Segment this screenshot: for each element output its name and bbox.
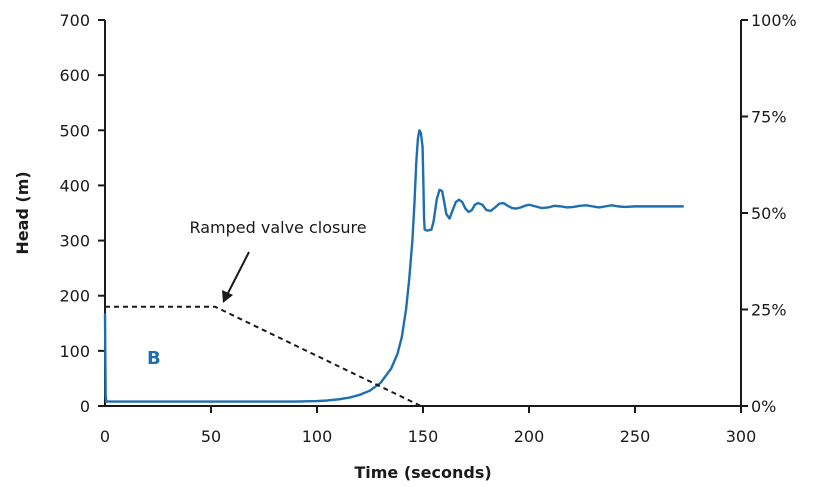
y2-tick-label: 100% <box>751 11 797 30</box>
axes: 0 100 200 300 400 500 600 700 0 50 100 150 200 250 300… <box>59 11 796 446</box>
y2-tick-label: 50% <box>751 204 787 223</box>
head-line <box>103 129 684 403</box>
y-axis-title: Head (m) <box>13 171 32 254</box>
valve-closure-line <box>105 305 504 407</box>
x-tick-label: 50 <box>201 427 221 446</box>
y-tick-label: 700 <box>59 11 90 30</box>
x-axis-title: Time (seconds) <box>354 463 491 482</box>
y-tick-label: 0 <box>80 397 90 416</box>
y-tick-label: 200 <box>59 287 90 306</box>
y-tick-label: 300 <box>59 232 90 251</box>
x-tick-label: 250 <box>620 427 651 446</box>
plot-area <box>103 129 684 407</box>
x-tick-label: 300 <box>726 427 757 446</box>
y2-tick-label: 0% <box>751 397 776 416</box>
y2-tick-label: 25% <box>751 301 787 320</box>
annotation-label: Ramped valve closure <box>189 218 366 237</box>
y-tick-label: 600 <box>59 66 90 85</box>
x-tick-label: 150 <box>408 427 439 446</box>
y2-tick-label: 75% <box>751 108 787 127</box>
y-tick-label: 500 <box>59 121 90 140</box>
panel-label: B <box>147 348 161 369</box>
x-tick-label: 0 <box>100 427 110 446</box>
annotation-arrow-head <box>222 290 233 303</box>
y-tick-label: 400 <box>59 176 90 195</box>
annotation-arrow-shaft <box>226 251 250 296</box>
x-tick-label: 100 <box>302 427 333 446</box>
y-tick-label: 100 <box>59 342 90 361</box>
x-tick-label: 200 <box>514 427 545 446</box>
